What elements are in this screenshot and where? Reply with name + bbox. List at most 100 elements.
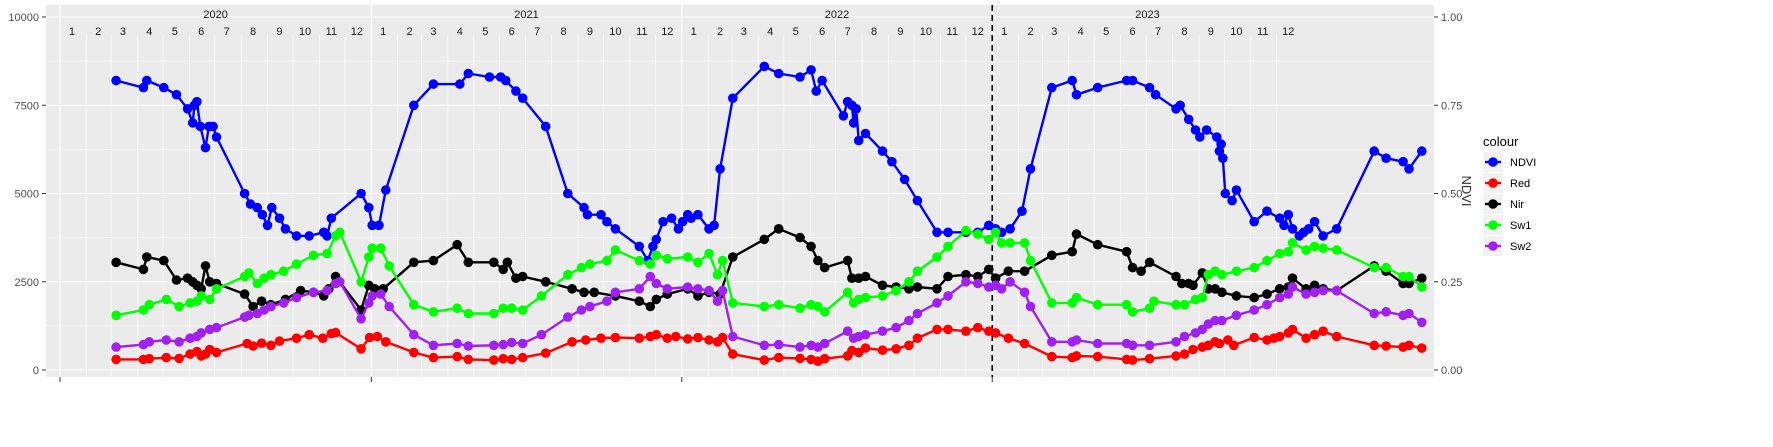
data-point-nir xyxy=(171,275,182,285)
data-point-sw1 xyxy=(1144,303,1155,314)
data-point-sw1 xyxy=(1005,238,1015,248)
month-label: 2 xyxy=(407,26,413,38)
data-point-nir xyxy=(1003,266,1014,277)
data-point-ndvi xyxy=(280,224,291,234)
data-point-red xyxy=(1092,351,1103,362)
data-point-sw1 xyxy=(266,269,276,280)
data-point-sw2 xyxy=(506,337,517,348)
data-point-nir xyxy=(819,262,830,273)
data-point-ndvi xyxy=(517,93,528,103)
data-point-sw1 xyxy=(990,227,1001,238)
month-label: 3 xyxy=(120,26,126,38)
data-point-ndvi xyxy=(1231,185,1242,195)
month-label: 8 xyxy=(1181,26,1187,38)
data-point-sw1 xyxy=(244,268,254,278)
data-point-ndvi xyxy=(1404,164,1414,174)
data-point-sw1 xyxy=(428,307,439,317)
month-label: 9 xyxy=(897,26,903,38)
data-point-sw2 xyxy=(1417,317,1427,328)
data-point-red xyxy=(580,335,591,345)
data-point-sw2 xyxy=(428,340,439,351)
data-point-nir xyxy=(1071,229,1082,239)
data-point-ndvi xyxy=(463,68,474,79)
data-point-red xyxy=(144,353,155,364)
data-point-sw2 xyxy=(367,291,378,301)
data-point-ndvi xyxy=(1369,146,1379,156)
data-point-ndvi xyxy=(1218,153,1228,163)
data-point-sw2 xyxy=(1283,289,1294,299)
month-label: 5 xyxy=(793,26,799,38)
data-point-sw1 xyxy=(877,291,888,301)
data-point-sw2 xyxy=(717,285,728,296)
data-point-nir xyxy=(813,255,823,266)
data-point-red xyxy=(891,344,901,354)
data-point-ndvi xyxy=(1318,231,1328,241)
data-point-ndvi xyxy=(211,132,222,142)
legend-label: Red xyxy=(1510,178,1530,190)
data-point-sw2 xyxy=(912,308,923,319)
data-point-sw1 xyxy=(1283,246,1294,257)
data-point-sw2 xyxy=(144,337,155,347)
data-point-sw2 xyxy=(662,284,673,294)
data-point-sw1 xyxy=(1127,307,1138,317)
data-point-sw1 xyxy=(1287,238,1298,248)
data-point-ndvi xyxy=(1025,164,1036,174)
data-point-red xyxy=(860,343,871,353)
data-point-ndvi xyxy=(304,231,315,241)
data-point-red xyxy=(1331,331,1342,342)
data-point-ndvi xyxy=(851,104,861,114)
y-tick-label-left: 2500 xyxy=(15,277,39,289)
month-label: 8 xyxy=(250,26,256,38)
data-point-ndvi xyxy=(759,61,770,72)
data-point-sw1 xyxy=(367,243,378,253)
y-tick-label-left: 5000 xyxy=(15,189,39,201)
data-point-nir xyxy=(1136,266,1146,277)
data-point-ndvi xyxy=(195,121,206,132)
data-point-sw1 xyxy=(1121,299,1132,310)
data-point-sw2 xyxy=(1404,308,1414,319)
legend: colour NDVI Red Nir Sw1 Sw2 xyxy=(1483,134,1536,256)
data-point-ndvi xyxy=(322,231,332,241)
data-point-nir xyxy=(295,285,306,296)
series-nir xyxy=(111,224,1427,315)
data-point-ndvi xyxy=(899,174,910,185)
data-point-sw2 xyxy=(452,338,463,349)
data-point-nir xyxy=(860,271,871,282)
data-point-red xyxy=(1249,332,1259,343)
data-point-ndvi xyxy=(853,135,864,146)
month-label: 2 xyxy=(1027,26,1033,38)
data-point-sw1 xyxy=(1179,299,1190,310)
data-point-nir xyxy=(984,264,994,275)
data-point-ndvi xyxy=(811,86,821,96)
data-point-ndvi xyxy=(1092,82,1103,93)
month-label: 1 xyxy=(380,26,386,38)
data-point-sw1 xyxy=(308,250,319,261)
month-label: 10 xyxy=(920,26,932,38)
data-point-red xyxy=(973,322,983,333)
data-point-red xyxy=(990,328,1001,338)
data-point-sw2 xyxy=(517,338,528,349)
data-point-sw2 xyxy=(322,285,332,296)
legend-key-point xyxy=(1488,157,1498,167)
data-point-sw2 xyxy=(196,328,206,338)
data-point-red xyxy=(819,353,830,364)
series-sw1 xyxy=(111,225,1427,321)
data-point-red xyxy=(330,327,341,338)
y-axis-right: NDVI 0.00 0.25 0.50 0.75 1.00 xyxy=(1434,12,1474,377)
data-point-sw1 xyxy=(1197,292,1208,303)
legend-label: Sw1 xyxy=(1510,220,1531,232)
data-point-sw2 xyxy=(996,284,1007,294)
data-point-ndvi xyxy=(582,209,593,220)
data-point-ndvi xyxy=(159,82,169,93)
data-point-red xyxy=(1047,351,1057,362)
data-point-nir xyxy=(463,257,474,268)
data-point-nir xyxy=(1171,271,1181,282)
data-point-red xyxy=(540,348,551,358)
y-axis-left: 0 2500 5000 7500 10000 xyxy=(8,12,46,377)
data-point-sw1 xyxy=(645,259,656,269)
month-label: 11 xyxy=(1257,26,1268,38)
month-label: 5 xyxy=(172,26,178,38)
data-point-sw1 xyxy=(651,250,662,261)
month-label: 6 xyxy=(1130,26,1136,38)
data-point-red xyxy=(773,352,784,363)
